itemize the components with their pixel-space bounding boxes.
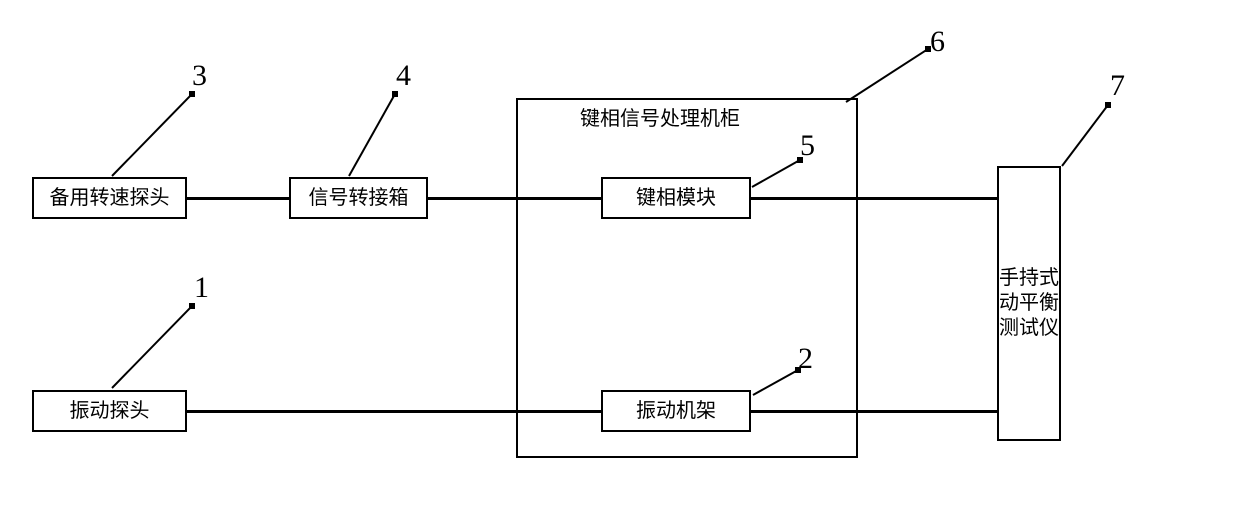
vibration-rack-label: 振动机架 <box>636 399 716 424</box>
callout-line <box>111 93 192 176</box>
callout-line <box>845 48 928 103</box>
key-phase-module-box: 键相模块 <box>601 177 751 219</box>
handheld-tester-box: 手持式 动平衡 测试仪 <box>997 166 1061 441</box>
callout-number: 7 <box>1110 69 1125 103</box>
vibration-probe-label: 振动探头 <box>70 399 150 424</box>
vibration-rack-box: 振动机架 <box>601 390 751 432</box>
backup-speed-probe-box: 备用转速探头 <box>32 177 187 219</box>
connector-line <box>187 410 601 413</box>
connector-line <box>751 410 997 413</box>
callout-number: 6 <box>930 25 945 59</box>
signal-junction-box: 信号转接箱 <box>289 177 428 219</box>
connector-line <box>187 197 289 200</box>
signal-junction-label: 信号转接箱 <box>309 186 409 211</box>
cabinet-label: 键相信号处理机柜 <box>580 107 740 132</box>
backup-speed-probe-label: 备用转速探头 <box>50 186 170 211</box>
connector-line <box>751 197 997 200</box>
callout-line <box>111 305 192 388</box>
callout-number: 5 <box>800 129 815 163</box>
vibration-probe-box: 振动探头 <box>32 390 187 432</box>
callout-number: 4 <box>396 59 411 93</box>
callout-number: 2 <box>798 342 813 376</box>
key-phase-module-label: 键相模块 <box>636 186 716 211</box>
callout-line <box>348 94 396 177</box>
handheld-tester-label: 手持式 动平衡 测试仪 <box>999 266 1059 341</box>
callout-line <box>1061 104 1109 166</box>
connector-line <box>428 197 601 200</box>
callout-number: 1 <box>194 271 209 305</box>
callout-number: 3 <box>192 59 207 93</box>
